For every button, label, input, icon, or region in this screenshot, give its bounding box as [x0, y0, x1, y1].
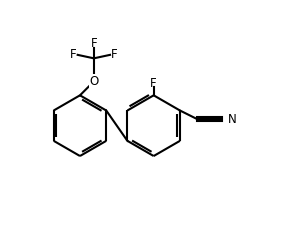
Text: N: N: [228, 113, 236, 126]
Text: F: F: [111, 48, 117, 61]
Text: F: F: [150, 77, 157, 90]
Text: O: O: [89, 75, 99, 88]
Text: F: F: [70, 48, 77, 61]
Text: F: F: [90, 37, 97, 50]
